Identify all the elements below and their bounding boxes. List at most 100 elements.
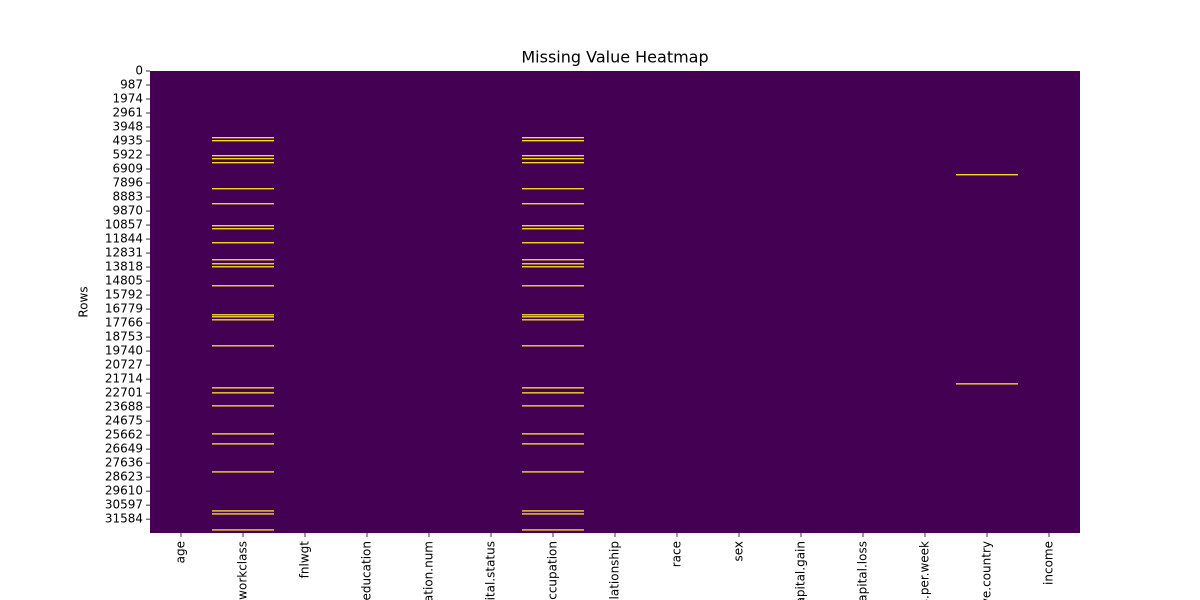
y-tick-label: 9870 — [112, 204, 143, 218]
x-tick-label: capital.loss — [856, 541, 870, 600]
missing-cell — [522, 316, 584, 318]
missing-cell — [522, 155, 584, 157]
y-tick-label: 12831 — [105, 246, 143, 260]
missing-cell — [212, 242, 274, 244]
missing-cell — [956, 174, 1018, 176]
y-tick-label: 6909 — [112, 162, 143, 176]
y-tick-label: 22701 — [105, 386, 143, 400]
x-tick-label: race — [670, 541, 684, 567]
y-tick-label: 11844 — [105, 232, 143, 246]
missing-cell — [522, 285, 584, 287]
missing-cell — [212, 188, 274, 190]
missing-cell — [956, 383, 1018, 385]
missing-cell — [522, 510, 584, 512]
missing-cell — [522, 392, 584, 394]
heatmap-background — [150, 71, 1080, 533]
missing-cell — [212, 140, 274, 142]
y-tick-label: 21714 — [105, 372, 143, 386]
missing-cell — [522, 188, 584, 190]
x-tick-label: age — [174, 541, 188, 563]
missing-cell — [212, 443, 274, 445]
missing-cell — [212, 162, 274, 164]
x-tick-label: marital.status — [484, 541, 498, 600]
missing-cell — [212, 319, 274, 321]
missing-cell — [212, 137, 274, 139]
y-tick-label: 24675 — [105, 414, 143, 428]
missing-cell — [212, 433, 274, 435]
missing-cell — [522, 266, 584, 268]
y-tick-label: 10857 — [105, 218, 143, 232]
x-tick-label: income — [1042, 541, 1056, 585]
missing-cell — [522, 162, 584, 164]
x-tick-label: education — [360, 541, 374, 600]
y-tick-label: 15792 — [105, 288, 143, 302]
y-tick-label: 0 — [135, 64, 143, 78]
missing-cell — [212, 225, 274, 227]
missing-cell — [212, 155, 274, 157]
missing-cell — [522, 433, 584, 435]
missing-cell — [212, 266, 274, 268]
x-tick-label: education.num — [422, 541, 436, 600]
missing-cell — [522, 140, 584, 142]
y-tick-label: 1974 — [112, 92, 143, 106]
y-tick-label: 25662 — [105, 428, 143, 442]
y-tick-label: 23688 — [105, 400, 143, 414]
x-tick-label: capital.gain — [794, 541, 808, 600]
missing-cell — [212, 471, 274, 473]
y-tick-label: 26649 — [105, 442, 143, 456]
y-tick-label: 17766 — [105, 316, 143, 330]
missing-cell — [522, 319, 584, 321]
missing-cell — [212, 345, 274, 347]
missing-cell — [212, 263, 274, 265]
missing-cell — [212, 510, 274, 512]
missing-cell — [522, 228, 584, 230]
y-tick-label: 16779 — [105, 302, 143, 316]
x-tick-label: fnlwgt — [298, 541, 312, 579]
chart-title: Missing Value Heatmap — [521, 48, 708, 67]
y-tick-label: 27636 — [105, 456, 143, 470]
missing-cell — [522, 242, 584, 244]
y-axis-label: Rows — [77, 286, 91, 317]
missing-cell — [212, 529, 274, 531]
missing-cell — [212, 259, 274, 261]
missing-cell — [212, 203, 274, 205]
y-tick-label: 7896 — [112, 176, 143, 190]
missing-cell — [212, 316, 274, 318]
missing-cell — [212, 405, 274, 407]
x-tick-label: native.country — [980, 541, 994, 600]
missing-cell — [522, 263, 584, 265]
missing-cell — [212, 228, 274, 230]
missing-cell — [522, 314, 584, 316]
missing-cell — [212, 387, 274, 389]
missing-cell — [212, 158, 274, 160]
y-tick-label: 5922 — [112, 148, 143, 162]
missing-cell — [522, 345, 584, 347]
missing-cell — [522, 259, 584, 261]
x-tick-label: workclass — [236, 541, 250, 600]
x-tick-label: sex — [732, 541, 746, 562]
y-tick-label: 987 — [120, 78, 143, 92]
y-tick-label: 28623 — [105, 470, 143, 484]
y-tick-label: 18753 — [105, 330, 143, 344]
y-tick-label: 8883 — [112, 190, 143, 204]
missing-cell — [522, 137, 584, 139]
y-tick-label: 30597 — [105, 498, 143, 512]
y-tick-label: 14805 — [105, 274, 143, 288]
y-tick-label: 29610 — [105, 484, 143, 498]
missing-cell — [212, 392, 274, 394]
y-tick-label: 4935 — [112, 134, 143, 148]
y-tick-label: 3948 — [112, 120, 143, 134]
missing-cell — [522, 405, 584, 407]
x-tick-label: hours.per.week — [918, 541, 932, 600]
missing-cell — [522, 387, 584, 389]
x-tick-label: occupation — [546, 541, 560, 600]
missing-cell — [522, 203, 584, 205]
missing-cell — [522, 471, 584, 473]
missing-cell — [522, 158, 584, 160]
missing-cell — [212, 513, 274, 515]
missing-cell — [212, 285, 274, 287]
missing-cell — [522, 513, 584, 515]
y-tick-label: 13818 — [105, 260, 143, 274]
y-tick-label: 2961 — [112, 106, 143, 120]
